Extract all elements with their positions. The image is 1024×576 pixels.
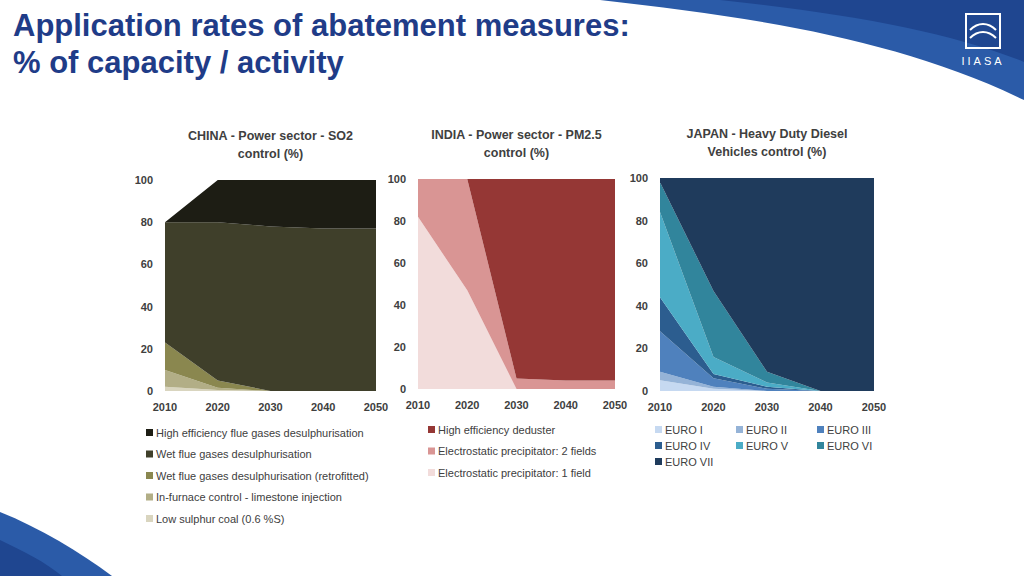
legend-label: EURO VII [665,456,713,468]
y-tick-label: 40 [141,301,153,313]
legend-swatch [736,442,743,449]
y-tick-label: 0 [642,385,648,397]
legend-label: Electrostatic precipitator: 1 field [438,467,591,479]
y-tick-label: 80 [636,215,648,227]
area [165,222,376,391]
legend-label: Wet flue gases desulphurisation [156,448,312,460]
plot-area [418,179,615,389]
area [660,178,874,391]
legend-swatch [736,426,743,433]
chart-title: INDIA - Power sector - PM2.5 control (%) [417,126,617,162]
x-tick-label: 2030 [258,401,282,413]
legend-label: EURO IV [665,440,711,452]
x-tick-label: 2010 [406,399,430,411]
legend-label: High efficiency deduster [438,424,556,436]
x-tick-label: 2040 [808,401,832,413]
area [165,180,376,229]
legend-swatch [146,472,153,479]
legend-swatch [817,442,824,449]
area [418,179,615,389]
y-tick-label: 20 [141,343,153,355]
legend-label: EURO VI [827,440,872,452]
chart: 02040608010020102020203020402050EURO IEU… [630,172,887,468]
legend-swatch [428,426,435,433]
plot-area [165,180,376,391]
y-tick-label: 80 [141,216,153,228]
swoosh [720,0,1024,62]
swoosh [600,0,1024,100]
y-tick-label: 60 [636,257,648,269]
legend-label: EURO I [665,424,703,436]
legend-label: Electrostatic precipitator: 2 fields [438,445,597,457]
x-tick-label: 2030 [755,401,779,413]
canvas: IIASA Application rates of abatement meas… [0,0,1024,576]
x-tick-label: 2050 [364,401,388,413]
area [418,179,615,381]
chart-title: CHINA - Power sector - SO2 control (%) [171,127,371,163]
y-tick-label: 80 [394,215,406,227]
legend: High efficiency flue gases desulphurisat… [146,427,369,525]
legend-label: EURO II [746,424,787,436]
x-tick-label: 2010 [648,401,672,413]
legend-label: In-furnace control - limestone injection [156,491,342,503]
chart: 02040608010020102020203020402050High eff… [388,173,628,479]
legend: EURO I EURO II EURO III EURO IV EURO V EURO V… [655,424,872,468]
y-tick-label: 60 [141,258,153,270]
legend-swatch [817,426,824,433]
legend-label: High efficiency flue gases desulphurisat… [156,427,364,439]
legend-swatch [146,451,153,458]
x-tick-label: 2020 [701,401,725,413]
legend-swatch [428,448,435,455]
legend: High efficiency deduster Electrostatic pr… [428,424,597,479]
y-tick-label: 100 [135,174,153,186]
logo-text: IIASA [961,55,1004,67]
legend-label: Wet flue gases desulphurisation (retrofi… [156,470,369,482]
legend-label: EURO V [746,440,789,452]
legend-swatch [428,469,435,476]
y-tick-label: 60 [394,257,406,269]
slide-title: % of capacity / activity [13,45,345,80]
slide-title: Application rates of abatement measures: [13,8,630,43]
y-tick-label: 0 [400,383,406,395]
legend-swatch [146,429,153,436]
legend-swatch [655,442,662,449]
x-tick-label: 2050 [862,401,886,413]
y-tick-label: 0 [147,385,153,397]
chart: 02040608010020102020203020402050High eff… [135,174,389,525]
slide: IIASA Application rates of abatement meas… [0,0,1024,576]
x-tick-label: 2020 [455,399,479,411]
y-tick-label: 40 [394,299,406,311]
swoosh [0,512,112,576]
swoosh [0,540,62,576]
logo-icon [966,14,1000,48]
legend-swatch [655,426,662,433]
chart-title: JAPAN - Heavy Duty Diesel Vehicles contr… [667,125,867,161]
x-tick-label: 2040 [554,399,578,411]
legend-swatch [146,494,153,501]
x-tick-label: 2010 [153,401,177,413]
y-tick-label: 20 [394,341,406,353]
x-tick-label: 2050 [603,399,627,411]
plot-area [660,178,874,391]
y-tick-label: 100 [388,173,406,185]
x-tick-label: 2020 [206,401,230,413]
legend-swatch [146,515,153,522]
legend-label: Low sulphur coal (0.6 %S) [156,513,284,525]
y-tick-label: 40 [636,300,648,312]
y-tick-label: 20 [636,342,648,354]
x-tick-label: 2030 [504,399,528,411]
legend-swatch [655,458,662,465]
legend-label: EURO III [827,424,871,436]
y-tick-label: 100 [630,172,648,184]
x-tick-label: 2040 [311,401,335,413]
